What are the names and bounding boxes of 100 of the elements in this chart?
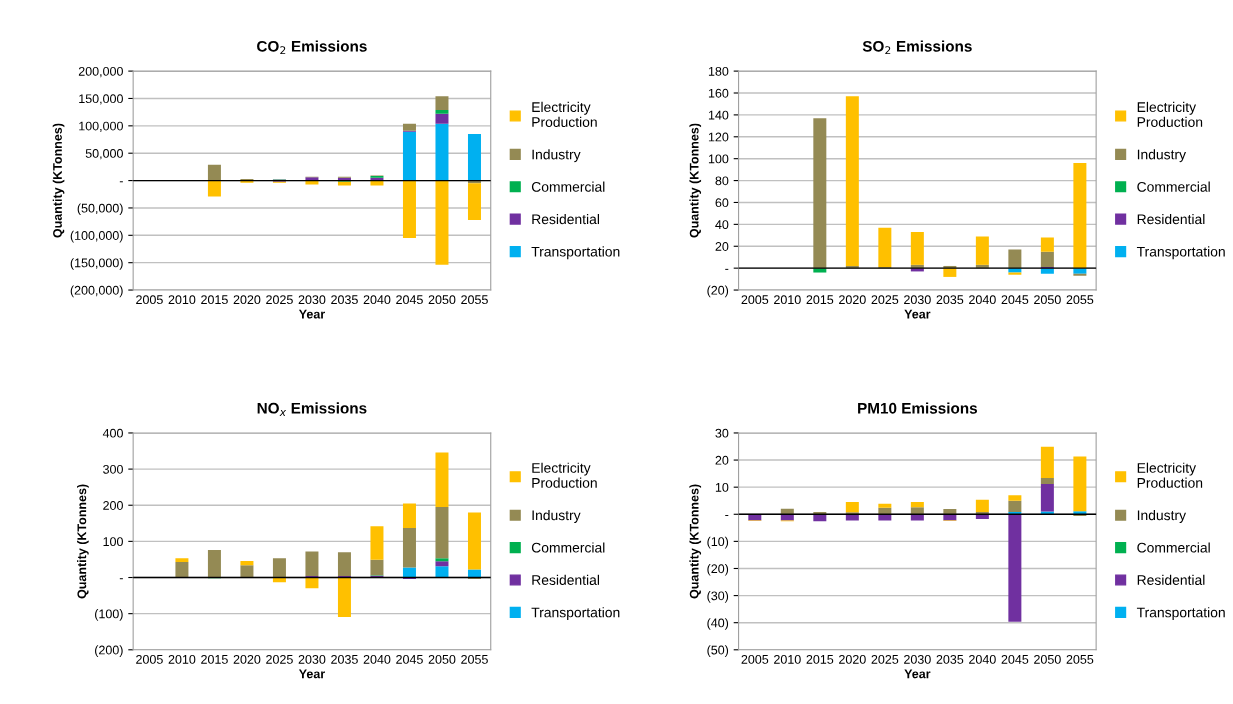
y-tick-label: - xyxy=(725,268,729,270)
x-tick-label: 2020 xyxy=(839,654,866,664)
x-tick-label: 2020 xyxy=(839,295,866,305)
y-tick-label: (50,000) xyxy=(77,203,123,216)
y-tick-label: 60 xyxy=(715,198,729,208)
y-tick-label: 150,000 xyxy=(79,94,123,105)
y-axis-title: Quantity (KTonnes) xyxy=(689,123,702,238)
y-axis-title: Quantity (KTonnes) xyxy=(52,123,65,238)
y-tick-label: (20) xyxy=(707,563,729,576)
x-tick-label: 2015 xyxy=(201,295,228,305)
x-tick-label: 2005 xyxy=(741,654,769,664)
legend-label: Residential xyxy=(532,213,599,225)
y-tick-label: 100 xyxy=(708,154,729,164)
x-tick-label: 2055 xyxy=(461,654,488,664)
chart-title: CO$_{2}$ Emissions xyxy=(257,40,367,55)
y-tick-label: (30) xyxy=(707,591,729,603)
y-tick-label: (200,000) xyxy=(70,285,123,298)
x-tick-label: 2050 xyxy=(428,654,456,664)
x-tick-label: 2020 xyxy=(233,654,261,664)
y-tick-label: (20) xyxy=(707,285,729,298)
legend-label: Residential xyxy=(532,574,599,585)
x-tick-label: 2040 xyxy=(363,654,391,664)
x-tick-label: 2025 xyxy=(871,295,899,305)
y-tick-label: 300 xyxy=(103,464,123,474)
y-tick-label: 10 xyxy=(715,482,729,492)
x-tick-label: 2025 xyxy=(266,295,293,305)
x-tick-label: 2030 xyxy=(904,654,931,664)
legend-label: Transportation xyxy=(1136,607,1225,621)
y-tick-label: 40 xyxy=(715,220,729,230)
x-tick-label: 2010 xyxy=(774,295,801,305)
x-tick-label: 2015 xyxy=(806,654,834,664)
x-tick-label: 2040 xyxy=(969,654,996,664)
y-tick-label: 200 xyxy=(103,501,123,510)
x-tick-label: 2030 xyxy=(904,295,931,305)
x-tick-label: 2040 xyxy=(363,295,391,305)
y-tick-label: 100,000 xyxy=(79,121,123,132)
x-tick-label: 2035 xyxy=(331,295,358,305)
x-tick-label: 2005 xyxy=(136,295,163,305)
legend-label: Transportation xyxy=(531,246,620,260)
y-tick-label: 80 xyxy=(715,176,729,186)
legend-label: Commercial xyxy=(531,181,605,192)
legend-label: Industry xyxy=(532,149,581,163)
legend-label: Transportation xyxy=(531,607,620,621)
x-tick-label: 2010 xyxy=(168,295,196,305)
y-tick-label: 20 xyxy=(715,242,729,251)
legend-label: Residential xyxy=(1137,574,1205,585)
x-tick-label: 2015 xyxy=(201,654,228,664)
legend-label: Industry xyxy=(1137,509,1186,523)
chart-title: NO$_{x}$ Emissions xyxy=(257,402,367,416)
legend-label: Commercial xyxy=(1137,181,1210,192)
x-tick-label: 2050 xyxy=(1034,295,1061,305)
y-tick-label: 30 xyxy=(715,428,729,438)
legend-label: Transportation xyxy=(1136,246,1225,260)
x-tick-label: 2025 xyxy=(266,654,293,664)
x-tick-label: 2040 xyxy=(969,295,996,305)
y-tick-label: (50) xyxy=(707,645,729,657)
x-tick-label: 2035 xyxy=(936,295,964,305)
x-tick-label: 2005 xyxy=(136,654,163,664)
y-tick-label: (200) xyxy=(95,645,123,657)
x-tick-label: 2030 xyxy=(298,654,326,664)
x-axis-title: Year xyxy=(904,309,931,319)
y-axis-title: Quantity (KTonnes) xyxy=(77,484,89,599)
x-tick-label: 2010 xyxy=(774,654,801,664)
legend-label: Industry xyxy=(532,509,581,523)
x-tick-label: 2055 xyxy=(1066,654,1094,664)
chart-title: SO$_{2}$ Emissions xyxy=(862,40,972,55)
y-tick-label: - xyxy=(119,181,123,183)
x-tick-label: 2025 xyxy=(871,654,899,664)
y-tick-label: 100 xyxy=(103,537,123,547)
y-tick-label: (100) xyxy=(95,609,123,621)
y-tick-label: 180 xyxy=(708,66,729,76)
x-tick-label: 2050 xyxy=(428,295,456,305)
x-tick-label: 2015 xyxy=(806,295,834,305)
y-tick-label: 400 xyxy=(102,428,123,438)
y-tick-label: - xyxy=(725,514,729,516)
y-tick-label: - xyxy=(119,578,123,580)
x-tick-label: 2035 xyxy=(936,654,964,664)
y-tick-label: (150,000) xyxy=(70,258,123,270)
x-axis-title: Year xyxy=(298,669,325,679)
x-axis-title: Year xyxy=(298,309,325,319)
legend-label: Industry xyxy=(1137,149,1186,163)
x-tick-label: 2020 xyxy=(233,295,261,305)
legend-label: Electricity Production xyxy=(532,101,597,127)
y-tick-label: 200,000 xyxy=(78,66,123,78)
x-tick-label: 2045 xyxy=(396,295,423,305)
legend-label: Electricity Production xyxy=(532,462,597,488)
x-axis-title: Year xyxy=(904,669,931,679)
y-tick-label: (10) xyxy=(707,536,729,549)
legend-label: Electricity Production xyxy=(1137,101,1203,127)
y-axis-title: Quantity (KTonnes) xyxy=(689,484,702,599)
x-tick-label: 2045 xyxy=(1001,654,1029,664)
legend-label: Commercial xyxy=(1137,542,1210,553)
x-tick-label: 2045 xyxy=(1001,295,1029,305)
y-tick-label: 20 xyxy=(715,455,729,465)
x-tick-label: 2050 xyxy=(1034,654,1061,664)
x-tick-label: 2035 xyxy=(331,654,358,664)
x-tick-label: 2030 xyxy=(298,295,326,305)
y-tick-label: (40) xyxy=(707,618,729,630)
y-tick-label: 120 xyxy=(708,132,729,142)
y-tick-label: 140 xyxy=(708,110,729,120)
